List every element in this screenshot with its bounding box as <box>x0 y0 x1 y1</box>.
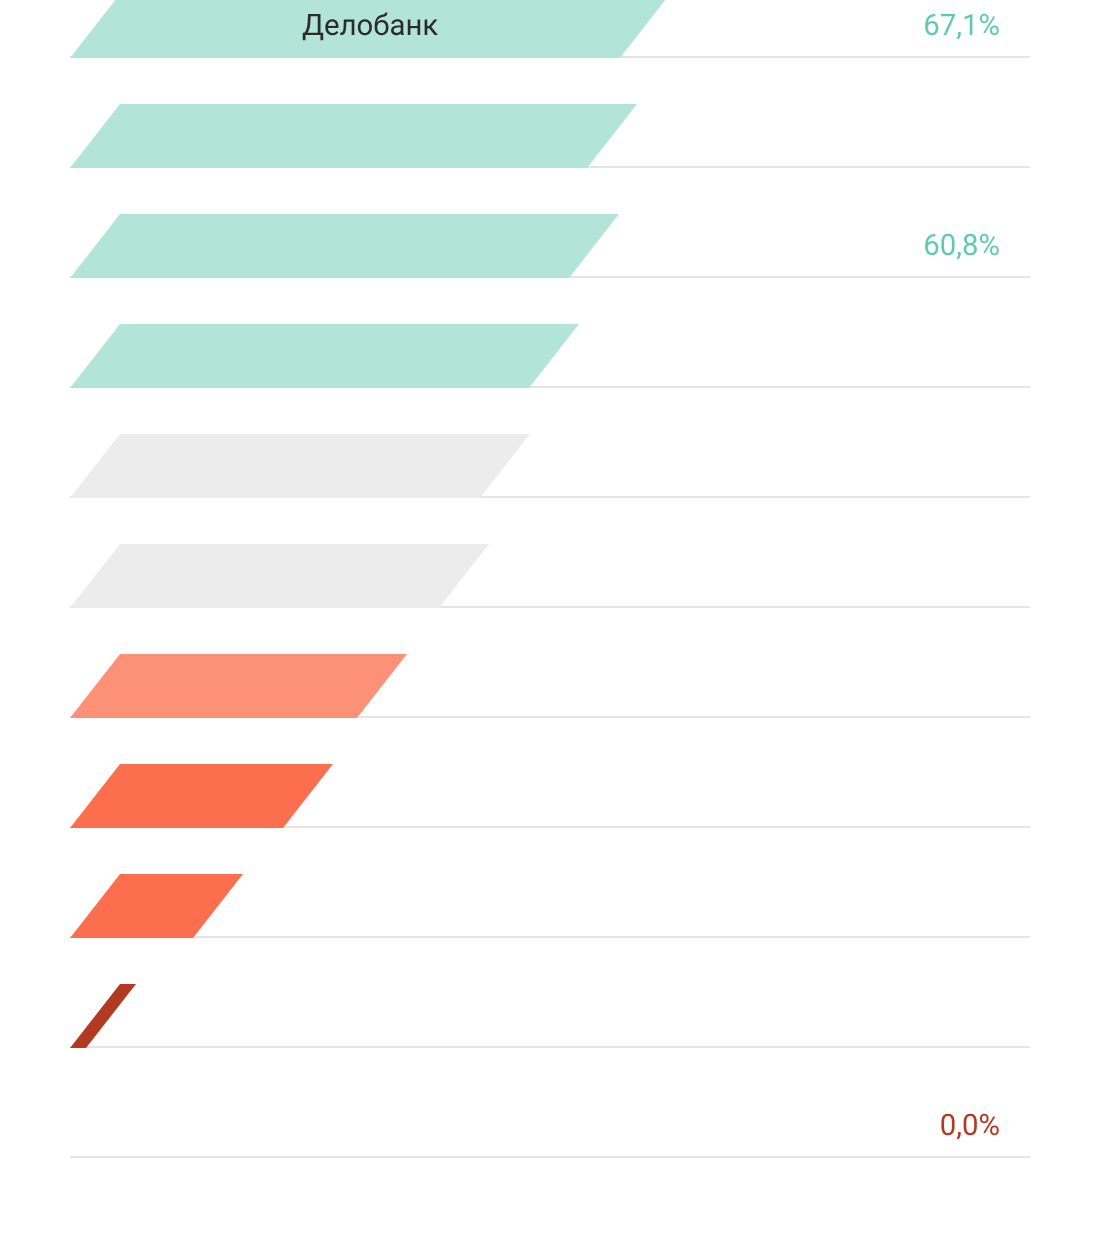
value-label: 67,1% <box>923 9 1000 43</box>
chart-row: Делобанк 67,1% <box>70 0 1030 58</box>
bar <box>70 764 333 828</box>
chart-row <box>70 874 1030 938</box>
bar <box>70 654 407 718</box>
bar <box>70 214 619 278</box>
chart-row: 0,0% <box>70 1094 1030 1158</box>
chart-row <box>70 324 1030 388</box>
chart-row <box>70 654 1030 718</box>
row-baseline <box>70 1046 1030 1048</box>
value-label: 0,0% <box>940 1109 1000 1143</box>
bar <box>70 104 637 168</box>
bar-label: Делобанк <box>302 9 438 43</box>
chart-row <box>70 544 1030 608</box>
value-label: 60,8% <box>923 229 1000 263</box>
chart-row <box>70 764 1030 828</box>
row-baseline <box>70 936 1030 938</box>
bar <box>70 874 243 938</box>
bar <box>70 544 489 608</box>
bar-chart: Делобанк 67,1% 60,8% 0,0% <box>0 0 1100 1260</box>
chart-row <box>70 984 1030 1048</box>
bar <box>70 324 579 388</box>
chart-row: 60,8% <box>70 214 1030 278</box>
chart-row <box>70 434 1030 498</box>
bar <box>70 984 136 1048</box>
chart-row <box>70 104 1030 168</box>
bar <box>70 434 530 498</box>
row-baseline <box>70 1156 1030 1158</box>
